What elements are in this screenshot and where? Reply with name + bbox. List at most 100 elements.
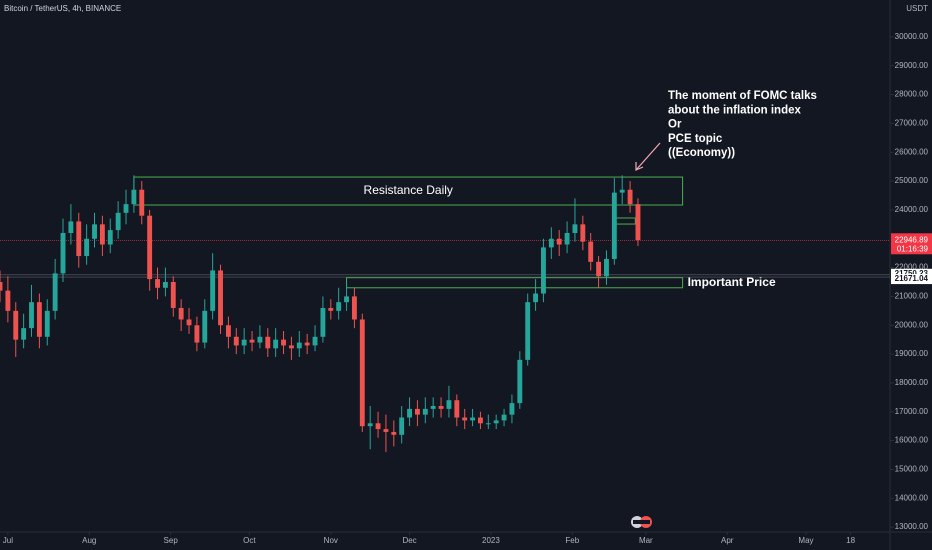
candle-body xyxy=(336,302,342,311)
candle-body xyxy=(170,282,176,308)
candle-body xyxy=(596,261,602,277)
y-tick-label: 22000.00 xyxy=(895,263,929,272)
candle-body xyxy=(564,232,570,245)
candle-body xyxy=(328,307,334,311)
note-line: The moment of FOMC talks xyxy=(668,90,817,102)
arrow-head xyxy=(635,162,644,171)
y-tick-label: 17000.00 xyxy=(895,407,929,416)
candle-body xyxy=(123,204,129,213)
candle-body xyxy=(99,224,105,245)
candle-body xyxy=(115,212,121,231)
candle-body xyxy=(131,189,137,205)
candle-body xyxy=(155,279,160,288)
candle-body xyxy=(5,290,11,311)
x-tick-label: Oct xyxy=(243,536,256,545)
x-tick-label: Feb xyxy=(565,536,579,545)
candle-body xyxy=(162,282,168,288)
candle-body xyxy=(359,319,365,427)
box-label: Important Price xyxy=(688,275,776,289)
candle-body xyxy=(548,238,554,248)
candle-body xyxy=(627,189,633,205)
x-tick-label: Dec xyxy=(402,536,416,545)
candle-body xyxy=(493,420,499,424)
annotations: Resistance Daily Important Price xyxy=(133,176,776,289)
candle-body xyxy=(265,336,271,349)
price-label: 21671.04 xyxy=(895,274,929,283)
x-tick-label: Mar xyxy=(639,536,653,545)
x-tick-label: Sep xyxy=(164,536,179,545)
candle-body xyxy=(454,400,460,418)
candle-body xyxy=(462,417,468,421)
candle-body xyxy=(556,238,562,245)
candle-body xyxy=(478,417,483,424)
x-tick-label: Nov xyxy=(324,536,338,545)
y-tick-label: 30000.00 xyxy=(895,32,929,41)
candle-body xyxy=(541,247,546,294)
candle-body xyxy=(76,221,82,257)
countdown-label: 01:16:39 xyxy=(897,244,929,253)
y-tick-label: 24000.00 xyxy=(895,205,929,214)
candle-body xyxy=(60,232,66,274)
candle-body xyxy=(572,224,578,233)
candle-body xyxy=(36,302,42,337)
x-tick-label: 2023 xyxy=(482,536,500,545)
candle-body xyxy=(139,189,145,216)
y-tick-label: 18000.00 xyxy=(895,378,929,387)
x-tick-label: Aug xyxy=(82,536,96,545)
candle-body xyxy=(438,405,444,409)
candle-body xyxy=(52,273,58,311)
candle-body xyxy=(580,224,586,242)
x-tick-label: 18 xyxy=(846,536,855,545)
candle-body xyxy=(186,319,192,326)
candle-body xyxy=(304,342,310,346)
candle-body xyxy=(367,423,373,427)
candle-body xyxy=(84,238,90,257)
candle-body xyxy=(422,408,428,415)
candle-body xyxy=(407,408,412,418)
candle-body xyxy=(604,258,609,277)
y-tick-label: 20000.00 xyxy=(895,320,929,329)
candle-body xyxy=(312,336,318,346)
candle-body xyxy=(344,296,349,303)
candle-body xyxy=(288,345,294,349)
y-tick-label: 28000.00 xyxy=(895,90,929,99)
chart-title: Bitcoin / TetherUS, 4h, BINANCE xyxy=(4,4,121,13)
x-tick-label: Apr xyxy=(721,536,734,545)
y-tick-label: 19000.00 xyxy=(895,349,929,358)
candle-body xyxy=(525,302,531,360)
candle-body xyxy=(44,310,50,337)
candle-body xyxy=(399,417,405,435)
y-tick-label: 27000.00 xyxy=(895,119,929,128)
candle-body xyxy=(619,189,625,193)
candle-body xyxy=(485,423,491,425)
candle-body xyxy=(446,400,452,409)
candle-body xyxy=(470,417,476,421)
current-price-box xyxy=(891,233,932,255)
price-label-box xyxy=(891,274,932,285)
candle-body xyxy=(107,230,113,245)
candle-body xyxy=(241,339,247,346)
y-tick-label: 14000.00 xyxy=(895,493,929,502)
candle-body xyxy=(281,339,286,346)
note-line: Or xyxy=(668,119,682,131)
y-tick-label: 13000.00 xyxy=(895,522,929,531)
arrow xyxy=(635,142,661,171)
candle-body xyxy=(225,325,231,337)
x-tick-label: May xyxy=(798,536,813,545)
note-line: ((Economy)) xyxy=(668,147,735,159)
candle-body xyxy=(296,342,302,349)
candle-body xyxy=(249,339,255,343)
candle-body xyxy=(533,293,539,303)
candle-body xyxy=(147,215,153,280)
candle-body xyxy=(194,325,200,343)
candle-body xyxy=(29,302,34,329)
candle-body xyxy=(202,310,208,343)
candle-body xyxy=(320,307,326,337)
candle-body xyxy=(517,359,523,404)
y-unit: USDT xyxy=(906,4,928,13)
candle-body xyxy=(509,403,515,415)
price-label: 21750.23 xyxy=(895,269,929,278)
candle-body xyxy=(68,221,74,233)
